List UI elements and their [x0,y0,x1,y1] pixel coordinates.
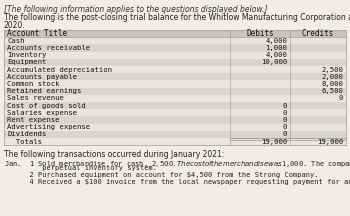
Text: Retained earnings: Retained earnings [7,88,81,94]
Text: 8,000: 8,000 [321,81,343,87]
Text: 4 Received a $100 invoice from the local newspaper requesting payment for an adv: 4 Received a $100 invoice from the local… [4,179,350,185]
Text: 2 Purchased equipment on account for $4,500 from the Strong Company.: 2 Purchased equipment on account for $4,… [4,172,319,178]
Bar [4,138,346,145]
Text: 4,000: 4,000 [265,52,287,58]
Text: The following is the post-closing trial balance for the Whitlow Manufacturing Co: The following is the post-closing trial … [4,13,350,22]
Bar [4,30,346,145]
Text: Cost of goods sold: Cost of goods sold [7,103,86,109]
Bar [4,73,346,80]
Text: 1,000: 1,000 [265,45,287,51]
Bar [4,37,346,44]
Bar [4,66,346,73]
Text: Advertising expense: Advertising expense [7,124,90,130]
Text: 2,000: 2,000 [321,74,343,80]
Text: Cash: Cash [7,38,24,44]
Text: 0: 0 [283,103,287,109]
Text: 2020.: 2020. [4,21,26,30]
Bar [4,59,346,66]
Text: 0: 0 [283,110,287,116]
Text: The following transactions occurred during January 2021:: The following transactions occurred duri… [4,150,224,159]
Text: Salaries expense: Salaries expense [7,110,77,116]
Bar [4,44,346,52]
Bar [4,116,346,124]
Bar [4,88,346,95]
Text: Totals: Totals [7,139,42,145]
Text: Common stock: Common stock [7,81,60,87]
Text: [The following information applies to the questions displayed below.]: [The following information applies to th… [4,5,267,14]
Bar [4,124,346,131]
Text: 19,000: 19,000 [317,139,343,145]
Text: 6,500: 6,500 [321,88,343,94]
Text: Credits: Credits [302,29,334,38]
Bar [4,109,346,116]
Text: Debits: Debits [246,29,274,38]
Text: 0: 0 [283,124,287,130]
Bar [4,30,346,37]
Bar [4,131,346,138]
Bar [4,52,346,59]
Text: Inventory: Inventory [7,52,46,58]
Text: Account Title: Account Title [7,29,67,38]
Text: 10,000: 10,000 [261,59,287,65]
Text: 4,000: 4,000 [265,38,287,44]
Bar [4,95,346,102]
Bar [4,102,346,109]
Text: Sales revenue: Sales revenue [7,95,64,101]
Text: Accounts receivable: Accounts receivable [7,45,90,51]
Text: 19,000: 19,000 [261,139,287,145]
Text: 0: 0 [283,117,287,123]
Text: Equipment: Equipment [7,59,46,65]
Text: 0: 0 [339,95,343,101]
Text: Accounts payable: Accounts payable [7,74,77,80]
Text: Dividends: Dividends [7,131,46,137]
Bar [4,80,346,88]
Text: Rent expense: Rent expense [7,117,60,123]
Text: 0: 0 [283,131,287,137]
Text: 2,500: 2,500 [321,67,343,73]
Text: perpetual inventory system.: perpetual inventory system. [4,165,157,171]
Text: Jan.  1 Sold merchandise for cash, $2,500. The cost of the merchandise was $1,00: Jan. 1 Sold merchandise for cash, $2,500… [4,158,350,169]
Text: Accumulated depreciation: Accumulated depreciation [7,67,112,73]
